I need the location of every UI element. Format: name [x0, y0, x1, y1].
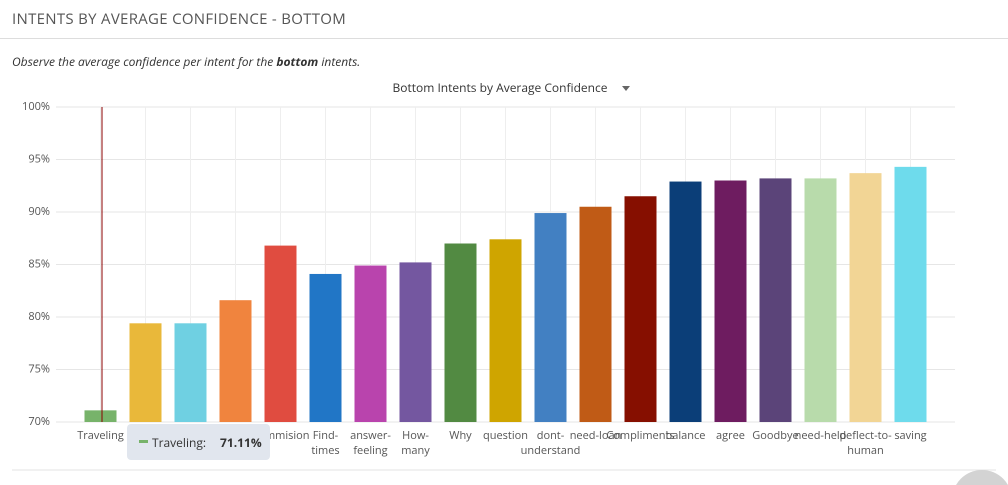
- x-tick-label: agree: [716, 428, 745, 443]
- x-tick-label: dont- understand: [520, 428, 581, 458]
- bar: [759, 178, 792, 422]
- y-tick-label: 80%: [28, 309, 50, 324]
- y-tick-label: 70%: [28, 414, 50, 429]
- x-tick-label: Find- times: [311, 428, 340, 458]
- bar: [489, 239, 522, 422]
- tooltip: Traveling: 71.11%: [127, 424, 270, 460]
- x-tick-label: need-loan: [569, 428, 622, 443]
- panel-title: INTENTS BY AVERAGE CONFIDENCE - BOTTOM: [12, 9, 347, 29]
- tooltip-text: 71.11%: [220, 434, 262, 451]
- y-tick-label: 90%: [28, 204, 50, 219]
- y-tick-label: 85%: [28, 256, 50, 271]
- bar: [354, 265, 387, 422]
- bar: [399, 262, 432, 422]
- bar: [804, 178, 837, 422]
- y-tick-label: 100%: [22, 99, 50, 114]
- bar: [849, 173, 882, 422]
- divider: [0, 38, 1008, 39]
- bar: [624, 196, 657, 422]
- x-tick-label: Why: [449, 428, 472, 443]
- y-tick-label: 95%: [28, 151, 50, 166]
- bar: [174, 323, 207, 422]
- y-tick-label: 75%: [28, 361, 50, 376]
- panel-subtitle: Observe the average confidence per inten…: [12, 53, 360, 70]
- x-tick-label: Goodbye: [752, 428, 799, 443]
- bar: [534, 213, 567, 422]
- x-tick-label: answer- feeling: [350, 428, 391, 458]
- subtitle-text: Observe the average confidence per inten…: [12, 53, 274, 70]
- bar: [219, 300, 252, 422]
- bar: [264, 245, 297, 422]
- x-tick-label: need-help: [794, 428, 847, 443]
- bar: [444, 243, 477, 422]
- x-tick-label: deflect-to- human: [839, 428, 892, 458]
- bar: [129, 323, 162, 422]
- subtitle-text: intents.: [321, 53, 361, 70]
- bar: [669, 181, 702, 422]
- bar: [84, 410, 117, 422]
- chart-title[interactable]: Bottom Intents by Average Confidence: [392, 79, 607, 96]
- tooltip-text: Traveling:: [152, 434, 206, 451]
- tooltip-swatch: [139, 440, 148, 443]
- fab-button[interactable]: [952, 470, 1008, 485]
- x-tick-label: Traveling: [77, 428, 124, 443]
- x-tick-label: balance: [665, 428, 706, 443]
- x-tick-label: saving: [894, 428, 927, 443]
- bar: [579, 206, 612, 422]
- x-tick-label: How- many: [401, 428, 430, 458]
- bar: [309, 273, 342, 422]
- dropdown-arrow[interactable]: [622, 86, 630, 91]
- x-tick-label: question: [483, 428, 528, 443]
- x-tick-label: Compliments: [606, 428, 675, 443]
- bar: [894, 166, 927, 422]
- subtitle-bold: bottom: [276, 53, 319, 70]
- bar: [714, 180, 747, 422]
